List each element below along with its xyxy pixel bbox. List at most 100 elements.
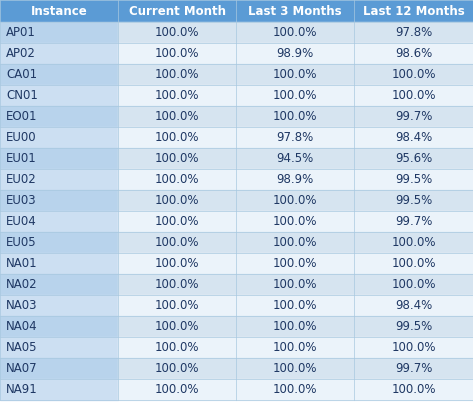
- Text: 99.5%: 99.5%: [395, 320, 432, 333]
- Bar: [0, 274, 118, 295]
- Bar: [0, 148, 118, 169]
- Bar: [236, 190, 354, 211]
- Bar: [118, 169, 236, 190]
- Text: 100.0%: 100.0%: [391, 257, 436, 270]
- Bar: [354, 148, 473, 169]
- Text: 100.0%: 100.0%: [155, 194, 199, 207]
- Bar: [354, 316, 473, 337]
- Text: 100.0%: 100.0%: [273, 320, 317, 333]
- Bar: [118, 316, 236, 337]
- Text: 100.0%: 100.0%: [155, 320, 199, 333]
- Text: 100.0%: 100.0%: [155, 215, 199, 228]
- Bar: [0, 337, 118, 358]
- Text: 100.0%: 100.0%: [155, 110, 199, 123]
- Bar: [118, 190, 236, 211]
- Text: 100.0%: 100.0%: [155, 68, 199, 81]
- Bar: [354, 211, 473, 232]
- Bar: [118, 127, 236, 148]
- Bar: [236, 295, 354, 316]
- Bar: [0, 64, 118, 85]
- Text: 100.0%: 100.0%: [155, 341, 199, 354]
- Text: 100.0%: 100.0%: [273, 278, 317, 291]
- Text: 100.0%: 100.0%: [391, 236, 436, 249]
- Bar: [118, 0, 236, 22]
- Bar: [118, 274, 236, 295]
- Bar: [354, 43, 473, 64]
- Text: Last 12 Months: Last 12 Months: [363, 5, 464, 18]
- Bar: [236, 337, 354, 358]
- Bar: [236, 253, 354, 274]
- Bar: [354, 358, 473, 379]
- Text: EO01: EO01: [6, 110, 37, 123]
- Bar: [236, 232, 354, 253]
- Bar: [236, 0, 354, 22]
- Text: 100.0%: 100.0%: [155, 383, 199, 396]
- Bar: [118, 337, 236, 358]
- Text: EU01: EU01: [6, 152, 37, 165]
- Text: CA01: CA01: [6, 68, 37, 81]
- Text: AP02: AP02: [6, 47, 36, 60]
- Bar: [236, 169, 354, 190]
- Bar: [236, 106, 354, 127]
- Bar: [0, 190, 118, 211]
- Text: 100.0%: 100.0%: [155, 47, 199, 60]
- Text: 100.0%: 100.0%: [155, 278, 199, 291]
- Bar: [0, 43, 118, 64]
- Text: NA03: NA03: [6, 299, 37, 312]
- Text: 100.0%: 100.0%: [273, 68, 317, 81]
- Text: AP01: AP01: [6, 26, 36, 39]
- Text: 100.0%: 100.0%: [273, 257, 317, 270]
- Bar: [118, 253, 236, 274]
- Text: EU05: EU05: [6, 236, 36, 249]
- Bar: [354, 190, 473, 211]
- Bar: [236, 43, 354, 64]
- Bar: [236, 127, 354, 148]
- Bar: [236, 379, 354, 400]
- Text: 100.0%: 100.0%: [273, 236, 317, 249]
- Text: NA01: NA01: [6, 257, 38, 270]
- Text: 100.0%: 100.0%: [273, 26, 317, 39]
- Bar: [236, 316, 354, 337]
- Text: 100.0%: 100.0%: [273, 215, 317, 228]
- Text: EU00: EU00: [6, 131, 36, 144]
- Text: 98.9%: 98.9%: [276, 173, 314, 186]
- Bar: [0, 253, 118, 274]
- Bar: [354, 0, 473, 22]
- Bar: [354, 169, 473, 190]
- Text: 100.0%: 100.0%: [273, 299, 317, 312]
- Text: CN01: CN01: [6, 89, 38, 102]
- Text: 100.0%: 100.0%: [155, 89, 199, 102]
- Bar: [0, 232, 118, 253]
- Text: 99.7%: 99.7%: [395, 215, 432, 228]
- Text: 97.8%: 97.8%: [395, 26, 432, 39]
- Text: 100.0%: 100.0%: [273, 362, 317, 375]
- Text: NA02: NA02: [6, 278, 38, 291]
- Text: 100.0%: 100.0%: [155, 131, 199, 144]
- Text: 98.4%: 98.4%: [395, 131, 432, 144]
- Bar: [118, 232, 236, 253]
- Text: EU03: EU03: [6, 194, 36, 207]
- Text: Last 3 Months: Last 3 Months: [248, 5, 342, 18]
- Text: 100.0%: 100.0%: [273, 89, 317, 102]
- Text: NA07: NA07: [6, 362, 38, 375]
- Bar: [354, 274, 473, 295]
- Bar: [0, 295, 118, 316]
- Bar: [354, 106, 473, 127]
- Bar: [118, 148, 236, 169]
- Bar: [236, 148, 354, 169]
- Bar: [354, 85, 473, 106]
- Bar: [118, 64, 236, 85]
- Bar: [354, 295, 473, 316]
- Bar: [354, 64, 473, 85]
- Bar: [0, 0, 118, 22]
- Bar: [118, 295, 236, 316]
- Bar: [354, 253, 473, 274]
- Text: EU04: EU04: [6, 215, 37, 228]
- Text: 99.5%: 99.5%: [395, 173, 432, 186]
- Text: EU02: EU02: [6, 173, 37, 186]
- Bar: [118, 22, 236, 43]
- Text: 100.0%: 100.0%: [391, 383, 436, 396]
- Text: 100.0%: 100.0%: [391, 341, 436, 354]
- Text: Instance: Instance: [31, 5, 88, 18]
- Text: 98.9%: 98.9%: [276, 47, 314, 60]
